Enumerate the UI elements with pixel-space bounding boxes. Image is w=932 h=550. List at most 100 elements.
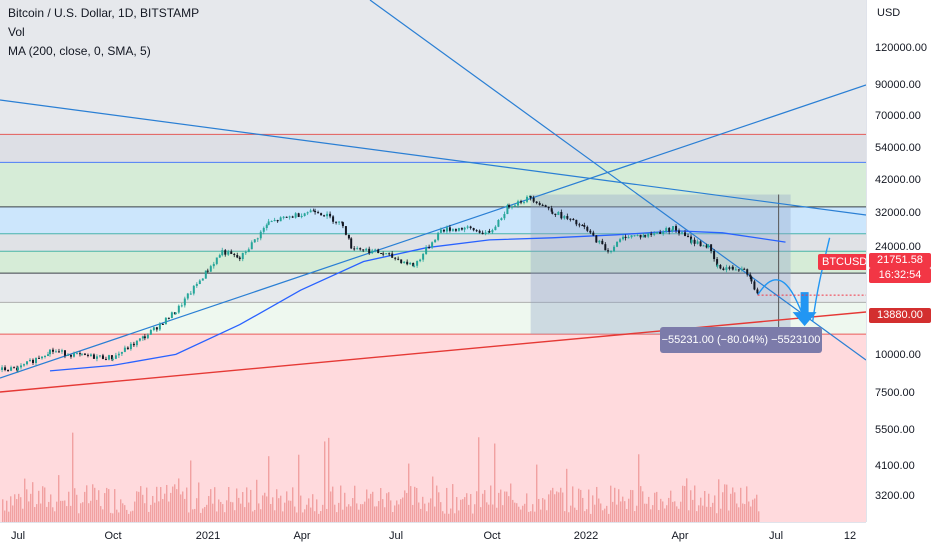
candle-body xyxy=(707,244,710,248)
candle-body xyxy=(719,264,722,269)
candle-body xyxy=(209,266,212,272)
volume-bar xyxy=(244,507,246,522)
price-axis[interactable]: USD 120000.00 90000.00 70000.00 54000.00… xyxy=(866,0,932,522)
volume-bar xyxy=(190,460,192,522)
volume-bar xyxy=(302,512,304,522)
candle-body xyxy=(416,261,419,266)
volume-bar xyxy=(558,492,560,522)
volume-bar xyxy=(10,496,12,522)
volume-bar xyxy=(684,486,686,522)
volume-bar xyxy=(384,507,386,522)
candle-body xyxy=(557,211,560,215)
volume-bar xyxy=(676,506,678,522)
volume-bar xyxy=(426,511,428,522)
candle-body xyxy=(117,353,120,356)
volume-bar xyxy=(394,505,396,522)
volume-bar xyxy=(698,505,700,522)
volume-bar xyxy=(624,501,626,522)
volume-bar xyxy=(584,511,586,522)
candle-body xyxy=(371,250,374,254)
volume-bar xyxy=(50,494,52,522)
volume-bar xyxy=(20,497,22,522)
volume-bar xyxy=(256,479,258,522)
volume-bar xyxy=(736,503,738,522)
volume-bar xyxy=(430,498,432,522)
candle-body xyxy=(598,240,601,243)
candle-body xyxy=(262,227,265,232)
volume-bar xyxy=(510,483,512,522)
volume-bar xyxy=(208,496,210,522)
price-tick: 5500.00 xyxy=(875,424,915,436)
volume-bar xyxy=(438,492,440,522)
legend-volume[interactable]: Vol xyxy=(8,25,25,39)
volume-bar xyxy=(672,501,674,522)
volume-bar xyxy=(484,490,486,522)
volume-bar xyxy=(730,493,732,522)
candle-body xyxy=(341,222,344,227)
candle-body xyxy=(104,358,107,360)
candle-body xyxy=(233,254,236,256)
candle-body xyxy=(431,242,434,248)
volume-bar xyxy=(176,489,178,522)
legend-ma[interactable]: MA (200, close, 0, SMA, 5) xyxy=(8,44,151,58)
volume-bar xyxy=(184,498,186,522)
candle-body xyxy=(244,252,247,254)
candle-body xyxy=(412,262,415,267)
candle-body xyxy=(731,266,734,270)
volume-bar xyxy=(572,486,574,522)
volume-bar xyxy=(42,486,44,522)
candle-body xyxy=(750,276,753,282)
volume-bar xyxy=(750,506,752,522)
candle-body xyxy=(230,251,233,255)
volume-bar xyxy=(270,503,272,522)
volume-bar xyxy=(694,485,696,522)
candle-body xyxy=(439,229,442,233)
volume-bar xyxy=(272,497,274,522)
candle-body xyxy=(604,244,607,251)
candle-body xyxy=(592,232,595,236)
candle-body xyxy=(633,235,636,237)
volume-bar xyxy=(366,489,368,522)
volume-bar xyxy=(644,503,646,522)
volume-bar xyxy=(356,503,358,522)
candle-body xyxy=(409,262,412,265)
price-chart[interactable] xyxy=(0,0,866,522)
volume-bar xyxy=(142,494,144,522)
volume-bar xyxy=(220,501,222,522)
volume-bar xyxy=(618,489,620,522)
chart-plot-area[interactable]: Bitcoin / U.S. Dollar, 1D, BITSTAMP Vol … xyxy=(0,0,866,522)
price-tick: 10000.00 xyxy=(875,349,921,361)
volume-bar xyxy=(726,484,728,522)
volume-bar xyxy=(436,485,438,522)
candle-body xyxy=(422,253,425,260)
volume-bar xyxy=(390,500,392,522)
volume-bar xyxy=(608,513,610,522)
volume-bar xyxy=(498,492,500,522)
volume-bar xyxy=(478,437,480,522)
price-tick: 7500.00 xyxy=(875,387,915,399)
volume-bar xyxy=(168,501,170,522)
candle-body xyxy=(693,239,696,244)
candle-body xyxy=(740,268,743,270)
volume-bar xyxy=(508,496,510,522)
volume-bar xyxy=(124,505,126,522)
legend-symbol[interactable]: Bitcoin / U.S. Dollar, 1D, BITSTAMP xyxy=(8,6,200,20)
candle-body xyxy=(314,210,317,213)
volume-bar xyxy=(568,512,570,522)
volume-bar xyxy=(350,506,352,522)
volume-bar xyxy=(616,504,618,522)
candle-body xyxy=(180,305,183,307)
volume-bar xyxy=(296,512,298,522)
volume-bar xyxy=(262,495,264,522)
volume-bar xyxy=(268,456,270,522)
volume-bar xyxy=(688,510,690,522)
time-axis[interactable]: Jul Oct 2021 Apr Jul Oct 2022 Apr Jul 12 xyxy=(0,522,866,550)
candle-body xyxy=(511,206,514,208)
volume-bar xyxy=(732,487,734,522)
candle-body xyxy=(743,268,746,270)
volume-bar xyxy=(714,495,716,522)
volume-bar xyxy=(138,491,140,522)
volume-bar xyxy=(26,489,28,522)
candle-body xyxy=(48,349,51,355)
volume-bar xyxy=(582,497,584,522)
